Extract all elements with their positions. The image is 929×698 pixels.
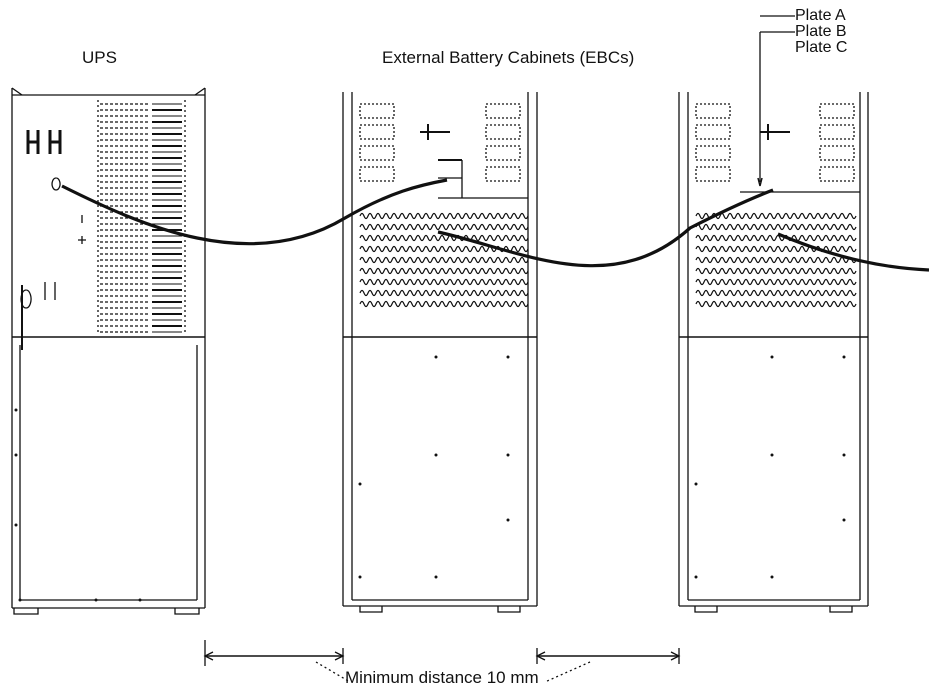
plate-a-label: Plate A xyxy=(795,7,846,24)
distance-callout-left xyxy=(315,661,351,683)
ebc-2-vent-grille xyxy=(695,212,857,308)
ebc-cabinet-1 xyxy=(342,92,538,613)
distance-dimension-1 xyxy=(203,640,345,666)
distance-callout-right xyxy=(544,661,591,683)
plate-c-label: Plate C xyxy=(795,39,848,56)
cable-ups-to-ebc1 xyxy=(61,178,448,246)
ebc-2-terminal-panel xyxy=(695,103,855,182)
ups-cabinet xyxy=(11,87,206,615)
distance-dimension-2 xyxy=(535,648,681,664)
ebc-1-terminal-panel xyxy=(359,103,521,182)
ups-label: UPS xyxy=(82,48,117,67)
ebc-cabinet-2 xyxy=(678,92,869,613)
min-distance-label: Minimum distance 10 mm xyxy=(345,668,539,687)
plate-b-label: Plate B xyxy=(795,23,847,40)
ups-vent-grille xyxy=(100,103,182,333)
screw-dots xyxy=(14,355,846,602)
plate-b-leader xyxy=(759,31,795,182)
ebc-label: External Battery Cabinets (EBCs) xyxy=(382,48,635,67)
ebc-1-vent-grille xyxy=(359,212,529,308)
plate-b-arrow xyxy=(757,177,763,187)
cable-ebc1-to-ebc2 xyxy=(437,188,774,268)
cable-ebc2-out xyxy=(777,232,929,272)
